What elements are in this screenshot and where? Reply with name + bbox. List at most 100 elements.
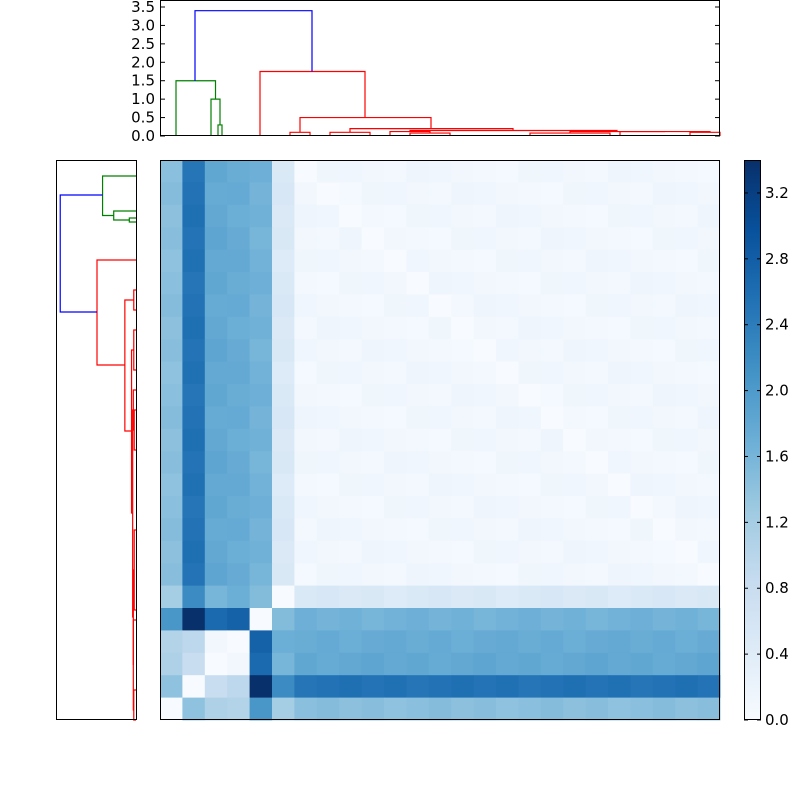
left-dendrogram-link <box>133 409 136 451</box>
heatmap-cell <box>428 294 452 318</box>
colorbar-tick-label: 1.6 <box>765 447 789 465</box>
heatmap-cell <box>563 249 586 273</box>
heatmap-cell <box>406 697 430 721</box>
heatmap-cell <box>294 675 318 698</box>
heatmap-cell <box>697 406 721 430</box>
heatmap-cell <box>697 339 721 362</box>
heatmap-cell <box>227 563 250 586</box>
heatmap-cell <box>294 518 318 542</box>
heatmap-cell <box>630 384 654 407</box>
top-y-tick-label: 0.0 <box>131 127 155 145</box>
heatmap-cell <box>697 473 721 497</box>
heatmap-cell <box>608 540 631 564</box>
heatmap-cell <box>384 182 407 206</box>
heatmap-cell <box>204 160 228 183</box>
heatmap-cell <box>182 204 206 228</box>
heatmap-cell <box>518 630 542 654</box>
heatmap-cell <box>361 428 385 452</box>
heatmap-cell <box>384 652 407 676</box>
heatmap-cell <box>473 675 497 698</box>
heatmap-cell <box>204 294 228 318</box>
heatmap-cell <box>697 518 721 542</box>
heatmap-cell <box>563 540 586 564</box>
heatmap-cell <box>518 473 542 497</box>
heatmap-cell <box>406 585 430 609</box>
heatmap-cell <box>316 361 340 385</box>
heatmap-cell <box>675 204 698 228</box>
heatmap-cell <box>294 428 318 452</box>
heatmap-cell <box>272 339 295 362</box>
heatmap-cell <box>697 608 721 631</box>
heatmap-cell <box>473 316 497 340</box>
heatmap-cell <box>428 406 452 430</box>
heatmap-cell <box>585 227 609 250</box>
heatmap-cell <box>563 384 586 407</box>
heatmap-cell <box>272 160 295 183</box>
heatmap-cell <box>249 249 273 273</box>
heatmap-cell <box>518 182 542 206</box>
heatmap-cell <box>518 406 542 430</box>
heatmap-cell <box>473 630 497 654</box>
heatmap-cell <box>630 227 654 250</box>
heatmap-cell <box>518 540 542 564</box>
heatmap-cell <box>361 339 385 362</box>
heatmap-cell <box>540 585 564 609</box>
heatmap-cell <box>249 518 273 542</box>
colorbar-tick-label: 3.2 <box>765 184 789 202</box>
heatmap-cell <box>160 182 183 206</box>
heatmap-cell <box>272 384 295 407</box>
colorbar-tick-label: 2.4 <box>765 316 789 334</box>
heatmap-cell <box>630 204 654 228</box>
heatmap-cell <box>563 518 586 542</box>
heatmap-cell <box>496 406 519 430</box>
top-dendrogram-links <box>175 10 721 136</box>
heatmap-cell <box>406 160 430 183</box>
heatmap-cell <box>428 227 452 250</box>
heatmap-cell <box>540 675 564 698</box>
heatmap-cell <box>630 630 654 654</box>
heatmap-cell <box>473 697 497 721</box>
heatmap-cell <box>361 406 385 430</box>
heatmap-cell <box>473 585 497 609</box>
heatmap-cell <box>406 675 430 698</box>
heatmap-cell <box>428 384 452 407</box>
heatmap-cell <box>204 518 228 542</box>
colorbar-ticks: 0.0 0.4 0.8 1.2 1.6 2.0 2.4 2.8 3.2 <box>744 184 789 729</box>
heatmap-cell <box>518 563 542 586</box>
heatmap-cell <box>473 384 497 407</box>
heatmap-cell <box>294 316 318 340</box>
heatmap-cell <box>339 316 362 340</box>
heatmap-cell <box>428 361 452 385</box>
heatmap-cell <box>451 675 474 698</box>
heatmap-cell <box>451 249 474 273</box>
heatmap-cell <box>249 496 273 519</box>
heatmap-cell <box>406 294 430 318</box>
heatmap-cell <box>697 451 721 474</box>
heatmap-cell <box>675 361 698 385</box>
heatmap-cell <box>339 294 362 318</box>
heatmap-cell <box>518 608 542 631</box>
heatmap-cell <box>675 316 698 340</box>
heatmap-cell <box>608 585 631 609</box>
heatmap-cell <box>428 272 452 295</box>
heatmap-cell <box>518 339 542 362</box>
heatmap-cell <box>563 697 586 721</box>
heatmap-cell <box>384 563 407 586</box>
heatmap-cell <box>496 204 519 228</box>
heatmap-cell <box>608 473 631 497</box>
heatmap-cell <box>204 249 228 273</box>
heatmap-cell <box>272 585 295 609</box>
heatmap-cell <box>697 540 721 564</box>
heatmap-cell <box>339 204 362 228</box>
heatmap-cell <box>518 272 542 295</box>
heatmap-cell <box>675 675 698 698</box>
heatmap-cell <box>540 428 564 452</box>
heatmap-cell <box>204 316 228 340</box>
heatmap-cell <box>406 428 430 452</box>
heatmap-cell <box>249 608 273 631</box>
heatmap-cell <box>675 406 698 430</box>
heatmap-cell <box>630 182 654 206</box>
heatmap-cell <box>563 473 586 497</box>
heatmap-cell <box>361 630 385 654</box>
heatmap-cell <box>675 428 698 452</box>
